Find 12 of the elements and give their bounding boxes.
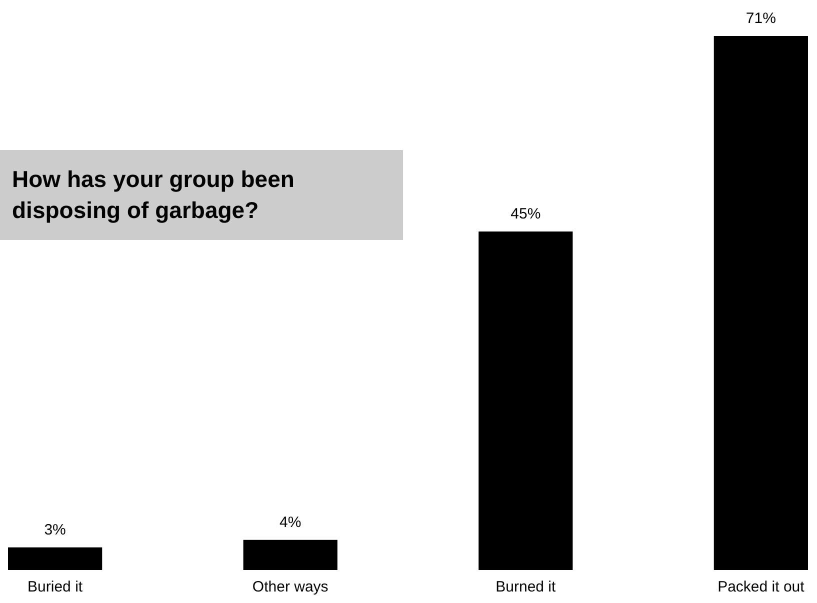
data-label: 4% — [280, 514, 302, 531]
data-label: 71% — [746, 10, 776, 27]
x-tick-label: Burned it — [496, 578, 556, 596]
x-tick-label: Buried it — [28, 578, 84, 596]
bar — [8, 547, 102, 570]
data-label: 3% — [44, 521, 66, 538]
bar — [478, 232, 573, 570]
x-tick-label: Packed it out — [718, 578, 806, 596]
x-tick-label: Other ways — [252, 578, 328, 596]
data-label: 45% — [510, 206, 541, 223]
bar — [243, 540, 338, 570]
bar — [714, 36, 808, 570]
